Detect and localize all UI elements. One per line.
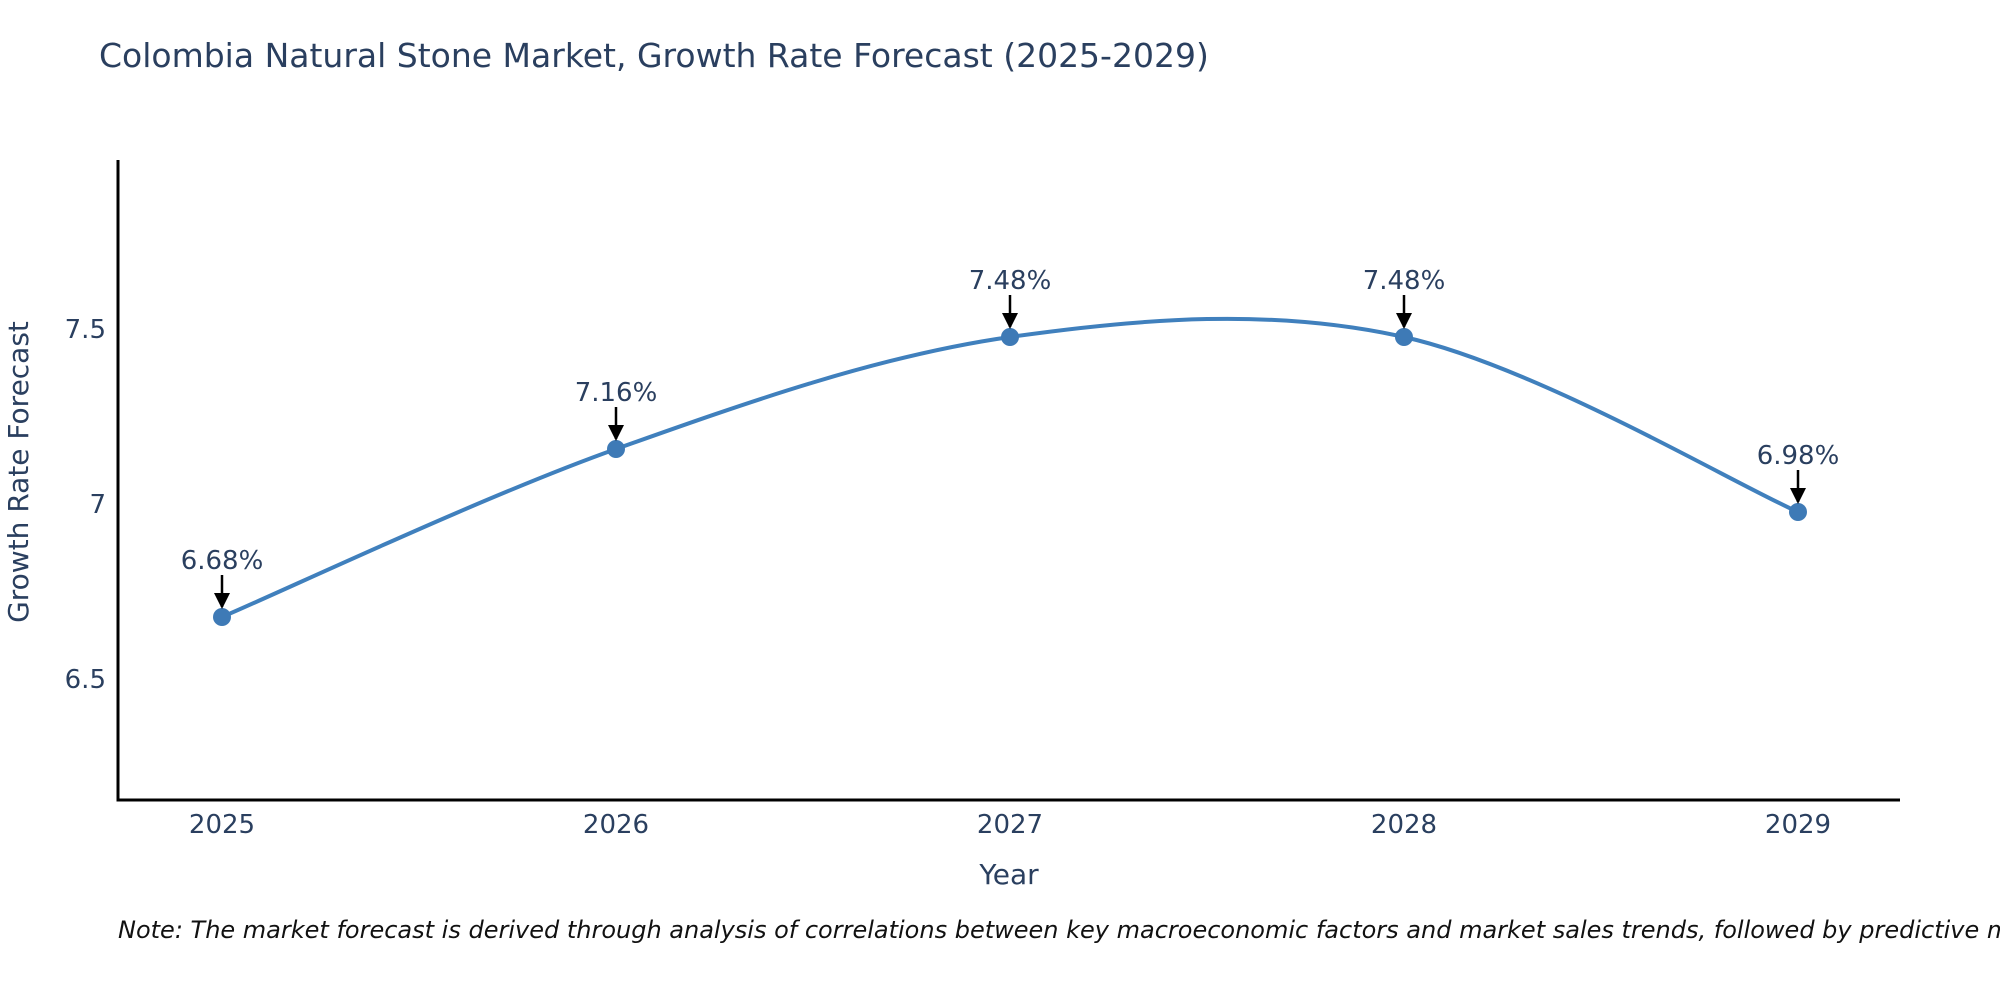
data-point-2026 bbox=[607, 440, 625, 458]
y-tick-label: 7 bbox=[89, 490, 106, 520]
data-point-2028 bbox=[1395, 328, 1413, 346]
point-annotation-label: 6.98% bbox=[1757, 441, 1840, 471]
point-annotation-label: 6.68% bbox=[181, 546, 264, 576]
x-axis-title: Year bbox=[978, 858, 1039, 891]
x-tick-label: 2028 bbox=[1371, 810, 1437, 840]
series-layer: 6.5 7 7.5 2025 2026 2027 2028 2029 6.68% 7.16% 7.4… bbox=[65, 266, 1840, 840]
chart-title: Colombia Natural Stone Market, Growth Ra… bbox=[99, 36, 1209, 75]
note-text: Note: The market forecast is derived thr… bbox=[118, 916, 2000, 944]
y-axis-title: Growth Rate Forecast bbox=[2, 321, 35, 623]
data-point-2025 bbox=[213, 608, 231, 626]
x-tick-label: 2027 bbox=[977, 810, 1043, 840]
y-tick-label: 7.5 bbox=[65, 315, 106, 345]
point-annotation-label: 7.48% bbox=[969, 266, 1052, 296]
point-annotation-label: 7.16% bbox=[575, 378, 658, 408]
x-tick-label: 2025 bbox=[189, 810, 255, 840]
data-point-2027 bbox=[1001, 328, 1019, 346]
x-tick-label: 2026 bbox=[583, 810, 649, 840]
forecast-line bbox=[220, 316, 1800, 619]
data-point-2029 bbox=[1789, 503, 1807, 521]
y-tick-label: 6.5 bbox=[65, 665, 106, 695]
x-tick-label: 2029 bbox=[1765, 810, 1831, 840]
point-annotation-label: 7.48% bbox=[1363, 266, 1446, 296]
